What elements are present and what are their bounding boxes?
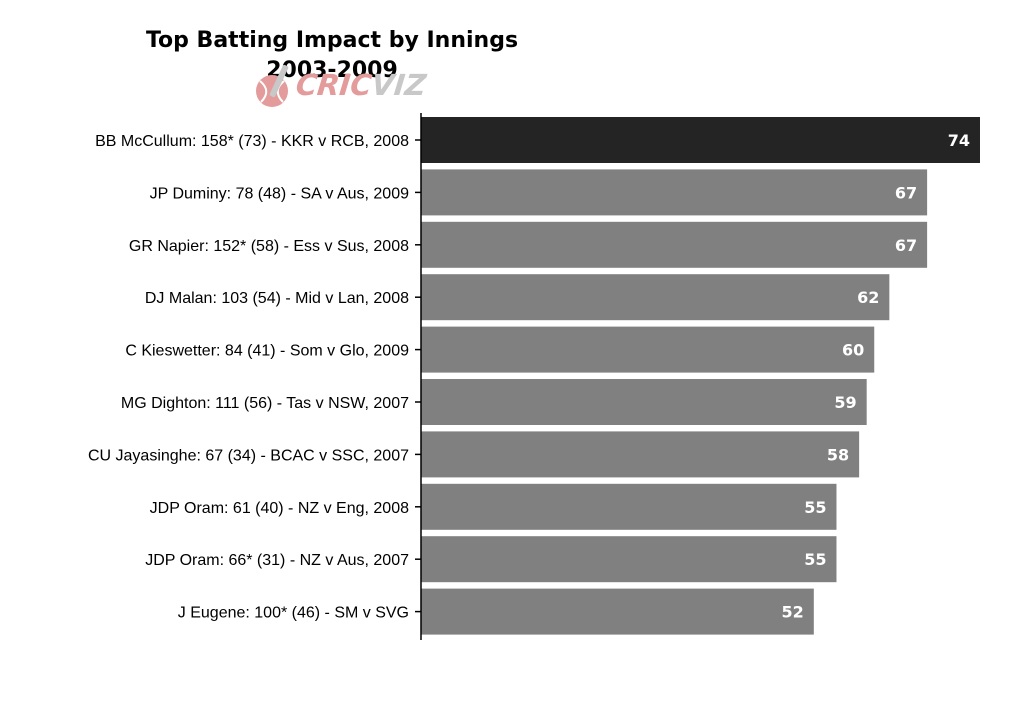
chart-title-line-2: 2003-2009 bbox=[266, 58, 398, 83]
category-label: JP Duminy: 78 (48) - SA v Aus, 2009 bbox=[150, 185, 409, 202]
category-label: GR Napier: 152* (58) - Ess v Sus, 2008 bbox=[129, 238, 409, 255]
category-label: DJ Malan: 103 (54) - Mid v Lan, 2008 bbox=[145, 290, 409, 307]
bar bbox=[421, 169, 928, 216]
bar bbox=[421, 536, 837, 583]
bar-value-label: 60 bbox=[842, 341, 864, 360]
bar-value-label: 67 bbox=[895, 236, 917, 255]
bar-value-label: 55 bbox=[804, 498, 826, 517]
category-label: MG Dighton: 111 (56) - Tas v NSW, 2007 bbox=[121, 395, 409, 412]
bar-value-label: 62 bbox=[857, 288, 879, 307]
chart-title-line-1: Top Batting Impact by Innings bbox=[145, 28, 519, 53]
bar bbox=[421, 326, 875, 373]
bar-value-label: 52 bbox=[782, 603, 804, 622]
cricket-ball-icon bbox=[256, 64, 289, 107]
bar bbox=[421, 483, 837, 530]
category-label: JDP Oram: 61 (40) - NZ v Eng, 2008 bbox=[150, 500, 409, 517]
bar-value-label: 55 bbox=[804, 550, 826, 569]
category-label: JDP Oram: 66* (31) - NZ v Aus, 2007 bbox=[145, 552, 409, 569]
bar bbox=[421, 588, 814, 635]
category-label: BB McCullum: 158* (73) - KKR v RCB, 2008 bbox=[95, 133, 409, 150]
category-label: CU Jayasinghe: 67 (34) - BCAC v SSC, 200… bbox=[88, 447, 409, 464]
bar bbox=[421, 221, 928, 268]
bar bbox=[421, 431, 860, 478]
bar bbox=[421, 379, 867, 425]
bar-value-label: 74 bbox=[948, 131, 970, 150]
bar-value-label: 58 bbox=[827, 445, 849, 464]
bar bbox=[421, 274, 890, 321]
bar bbox=[421, 117, 980, 163]
cricviz-logo: CRICVIZ bbox=[252, 62, 428, 114]
category-label: C Kieswetter: 84 (41) - Som v Glo, 2009 bbox=[125, 343, 409, 360]
category-label: J Eugene: 100* (46) - SM v SVG bbox=[178, 605, 409, 622]
bar-value-label: 67 bbox=[895, 183, 917, 202]
bar-value-label: 59 bbox=[834, 393, 856, 412]
